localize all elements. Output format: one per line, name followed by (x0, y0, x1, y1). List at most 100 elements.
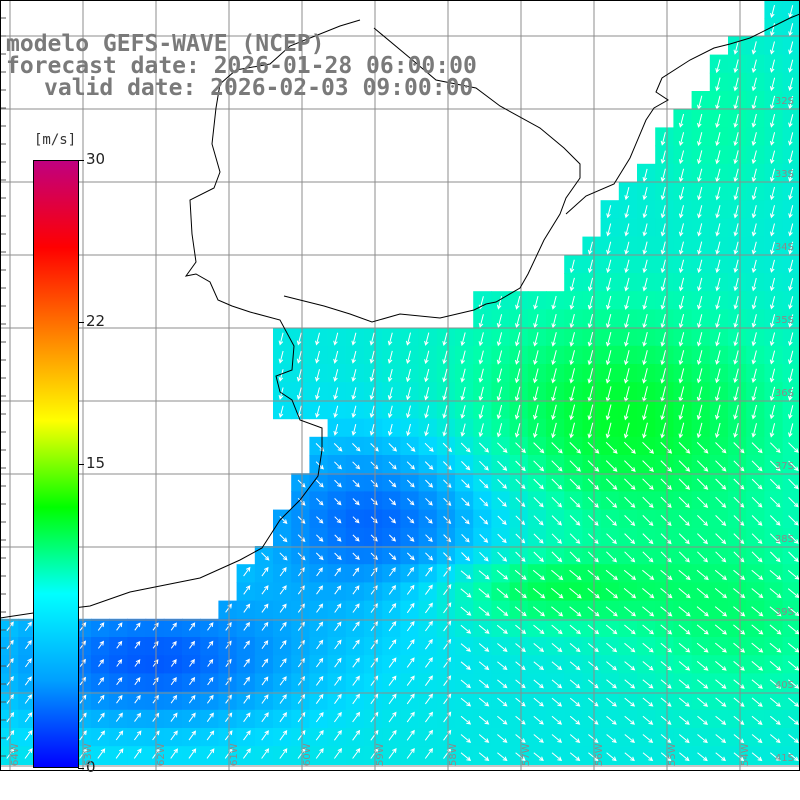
wind-arrow (515, 533, 526, 544)
wind-arrow (642, 241, 648, 255)
wind-arrow (206, 748, 215, 759)
wind-arrow (261, 658, 269, 668)
wind-arrow (461, 461, 471, 471)
wind-arrow (442, 442, 453, 453)
wind-arrow (478, 570, 490, 580)
wind-arrow (660, 661, 672, 671)
wind-arrow (352, 639, 360, 650)
wind-arrow (788, 551, 799, 563)
wind-arrow (279, 712, 288, 723)
wind-arrow (207, 640, 214, 649)
wind-arrow (624, 186, 630, 201)
wind-arrow (606, 259, 612, 274)
wind-arrow (697, 697, 709, 707)
wind-arrow (243, 621, 251, 631)
colorbar-tick-mark (78, 322, 84, 324)
wind-arrow (769, 277, 775, 292)
wind-arrow (478, 752, 490, 762)
wind-arrow (660, 752, 672, 762)
wind-arrow (569, 715, 581, 725)
wind-arrow (587, 697, 599, 707)
wind-arrow (733, 478, 745, 490)
lat-label: 39S (774, 607, 794, 618)
wind-arrow (715, 350, 721, 365)
wind-arrow (697, 241, 703, 255)
wind-arrow (606, 515, 617, 526)
wind-arrow (769, 588, 782, 599)
wind-arrow (478, 661, 490, 671)
wind-arrow (496, 404, 503, 420)
wind-arrow (352, 516, 360, 524)
wind-arrow (642, 422, 648, 439)
wind-arrow (388, 552, 397, 561)
wind-arrow (478, 643, 490, 652)
wind-arrow (751, 588, 764, 599)
wind-arrow (407, 498, 415, 506)
wind-arrow (133, 730, 142, 741)
wind-arrow (769, 734, 781, 744)
wind-arrow (624, 331, 630, 347)
wind-arrow (261, 640, 269, 649)
wind-arrow (24, 730, 33, 741)
wind-arrow (316, 516, 324, 524)
wind-arrow (623, 441, 636, 454)
wind-arrow (587, 588, 600, 599)
wind-arrow (334, 675, 342, 686)
wind-arrow (551, 643, 563, 653)
wind-arrow (606, 715, 617, 725)
wind-arrow (642, 331, 648, 347)
wind-arrow (424, 387, 430, 401)
wind-arrow (279, 694, 287, 704)
wind-arrow (605, 478, 618, 490)
wind-arrow (315, 711, 324, 723)
wind-arrow (24, 748, 33, 759)
wind-arrow (696, 368, 703, 384)
wind-arrow (605, 404, 612, 421)
wind-arrow (406, 461, 416, 470)
wind-arrow (605, 422, 612, 439)
wind-arrow (787, 588, 800, 599)
wind-arrow (206, 712, 214, 722)
wind-arrow (769, 41, 775, 55)
wind-arrow (478, 423, 484, 438)
wind-arrow (515, 697, 526, 707)
wind-arrow (751, 223, 757, 237)
wind-arrow (660, 168, 666, 183)
wind-arrow (696, 679, 709, 689)
wind-arrow (460, 697, 472, 707)
wind-arrow (533, 478, 544, 490)
wind-arrow (769, 752, 781, 762)
wind-arrow (351, 387, 357, 400)
wind-arrow (351, 332, 357, 346)
wind-arrow (770, 4, 775, 19)
wind-arrow (678, 295, 685, 310)
wind-arrow (587, 643, 599, 653)
wind-arrow (315, 675, 324, 686)
wind-arrow (24, 639, 32, 650)
wind-arrow (388, 567, 396, 577)
wind-arrow (624, 715, 635, 725)
wind-arrow (188, 748, 197, 759)
wind-arrow (189, 640, 196, 649)
lat-label: 38S (774, 534, 794, 545)
wind-arrow (315, 552, 324, 561)
wind-arrow (769, 533, 781, 545)
wind-arrow (642, 478, 654, 490)
wind-arrow (715, 679, 727, 689)
lon-label: 57W (521, 743, 532, 766)
wind-arrow (388, 693, 397, 705)
wind-arrow (660, 478, 672, 490)
wind-arrow (406, 693, 415, 705)
wind-arrow (715, 460, 727, 472)
wind-arrow (587, 295, 594, 310)
wind-arrow (388, 621, 397, 632)
wind-arrow (733, 113, 739, 128)
wind-arrow (333, 729, 342, 741)
wind-arrow (733, 569, 746, 580)
wind-arrow (697, 551, 709, 563)
wind-arrow (515, 661, 526, 671)
wind-arrow (478, 588, 491, 598)
wind-arrow (243, 730, 251, 741)
wind-arrow (587, 515, 599, 526)
wind-arrow (387, 423, 393, 436)
